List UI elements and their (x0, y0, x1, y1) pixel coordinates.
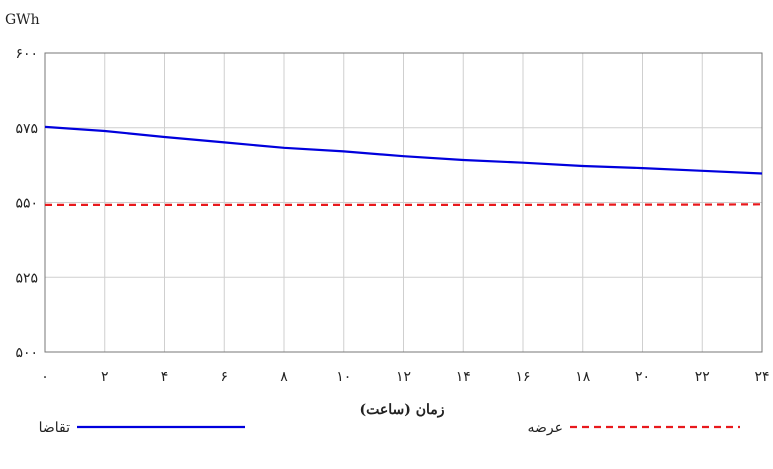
y-tick-label: ۶۰۰ (15, 46, 38, 62)
x-tick-label: ۲۰ (635, 369, 650, 385)
plot-frame (44, 52, 763, 353)
x-tick-label: ۲۲ (695, 369, 710, 385)
x-tick-label: ۸ (280, 369, 288, 385)
x-tick-label: ۴ (161, 369, 169, 385)
x-tick-label: ۱۴ (456, 369, 471, 385)
x-tick-label: ۱۸ (575, 369, 591, 385)
y-unit-label: GWh (5, 12, 40, 28)
y-tick-label: ۵۷۵ (15, 121, 38, 137)
y-tick-label: ۵۵۰ (15, 196, 38, 212)
x-tick-label: ۱۰ (336, 369, 351, 385)
x-tick-label: ۲۴ (754, 369, 769, 385)
x-tick-label: ۱۲ (396, 369, 411, 385)
x-tick-label: ۶ (220, 369, 228, 385)
legend-label: عرضه (528, 420, 563, 436)
x-tick-label: ۱۶ (515, 369, 530, 385)
series-line-demand (44, 125, 763, 175)
grid-lines (44, 52, 763, 353)
y-tick-label: ۵۲۵ (15, 270, 38, 286)
x-axis-title: زمان (ساعت) (359, 402, 444, 418)
series-layer (44, 125, 763, 206)
x-tick-label: ۰ (41, 369, 49, 385)
x-tick-label: ۲ (101, 369, 109, 385)
y-tick-label: ۵۰۰ (15, 345, 38, 361)
legend: تقاضا عرضه (39, 420, 740, 436)
legend-label: تقاضا (39, 420, 71, 436)
